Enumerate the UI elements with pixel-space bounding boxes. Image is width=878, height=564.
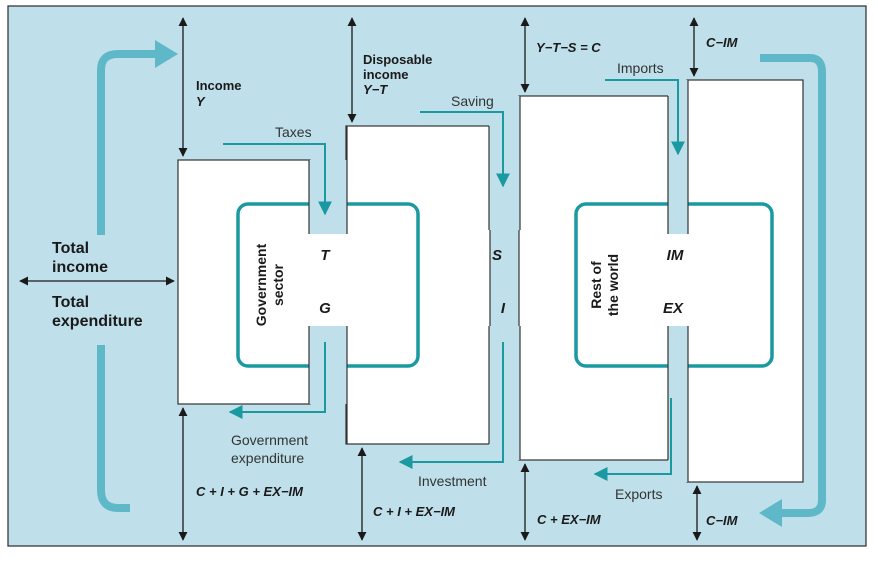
- channel-edges: [308, 80, 689, 482]
- expenditure-flow-arrow: [97, 345, 130, 512]
- government-expenditure-line2: expenditure: [231, 450, 304, 466]
- consumption-identity: Y−T−S = C: [536, 40, 601, 55]
- taxes-arrow: [223, 143, 332, 216]
- consumption-flow-arrow: [759, 54, 826, 527]
- expenditure-formula-2: C + I + EX−IM: [373, 504, 456, 519]
- saving-channel: [489, 96, 520, 230]
- income-symbol: Y: [196, 94, 206, 109]
- investment-label: Investment: [418, 473, 487, 489]
- disposable-income-line1: Disposable: [363, 52, 432, 67]
- total-income-line2: income: [52, 259, 108, 276]
- symbol-I: I: [501, 300, 506, 317]
- investment-channel: [489, 326, 520, 460]
- government-expenditure-line1: Government: [231, 432, 308, 448]
- symbol-S: S: [492, 247, 502, 264]
- symbol-IM: IM: [667, 247, 684, 264]
- exports-label: Exports: [615, 486, 662, 502]
- taxes-channel: [309, 160, 347, 234]
- disposable-income-formula: Y−T: [363, 82, 388, 97]
- taxes-label: Taxes: [275, 124, 312, 140]
- expenditure-formula-3: C + EX−IM: [537, 512, 602, 527]
- investment-arrow: [398, 342, 504, 469]
- total-expenditure-line2: expenditure: [52, 313, 143, 330]
- total-expenditure-line1: Total: [52, 294, 89, 311]
- government-sector-line1: Government: [253, 243, 269, 326]
- gov-exp-arrow: [228, 342, 326, 419]
- imports-label: Imports: [617, 60, 664, 76]
- income-flow-arrow: [97, 40, 178, 235]
- disposable-income-line2: income: [363, 67, 409, 82]
- exports-channel: [668, 326, 688, 482]
- saving-label: Saving: [451, 93, 494, 109]
- symbol-G: G: [319, 300, 331, 317]
- total-income-line1: Total: [52, 240, 89, 257]
- saving-arrow: [420, 111, 510, 188]
- symbol-EX: EX: [663, 300, 684, 317]
- government-sector-line2: sector: [270, 263, 286, 306]
- expenditure-formula-1: C + I + G + EX−IM: [196, 484, 304, 499]
- symbol-T: T: [320, 247, 331, 264]
- income-label: Income: [196, 78, 242, 93]
- imports-arrow: [605, 79, 685, 156]
- rest-of-world-line2: the world: [605, 254, 621, 316]
- exports-arrow: [593, 398, 672, 481]
- gov-exp-channel: [309, 326, 347, 404]
- c-im-top-label: C−IM: [706, 35, 739, 50]
- c-im-bottom-label: C−IM: [706, 513, 739, 528]
- rest-of-world-line1: Rest of: [588, 261, 604, 309]
- imports-channel: [668, 80, 688, 234]
